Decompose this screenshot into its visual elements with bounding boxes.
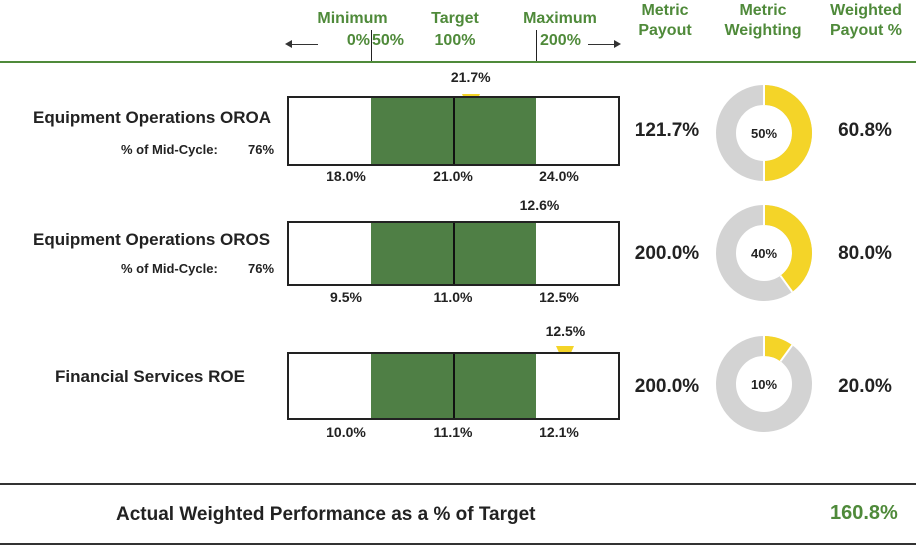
weighted-payout-value: 60.8% bbox=[838, 120, 892, 141]
scale-min-label: 9.5% bbox=[330, 289, 362, 305]
footer-top-divider bbox=[0, 483, 916, 485]
target-line bbox=[453, 98, 455, 164]
header-maximum: Maximum bbox=[523, 10, 597, 27]
footer-label: Actual Weighted Performance as a % of Ta… bbox=[116, 504, 536, 525]
header-weighted-payout-line1: Weighted bbox=[830, 2, 902, 19]
weighted-payout-value: 80.0% bbox=[838, 243, 892, 264]
scale-max-label: 24.0% bbox=[539, 168, 579, 184]
actual-value-label: 12.5% bbox=[545, 323, 586, 339]
actual-value-label: 12.6% bbox=[519, 197, 560, 213]
weighting-donut: 50% bbox=[716, 85, 812, 181]
target-line bbox=[453, 223, 455, 284]
header-fifty-pct: 50% bbox=[372, 32, 405, 49]
metric-payout-value: 200.0% bbox=[634, 376, 700, 397]
footer-bottom-divider bbox=[0, 543, 916, 545]
metric-name: Equipment Operations OROS bbox=[33, 230, 271, 249]
scale-max-label: 12.5% bbox=[539, 289, 579, 305]
donut-separator bbox=[779, 275, 794, 293]
header-metric-payout-line2: Payout bbox=[638, 22, 692, 39]
right-arrow-icon bbox=[614, 40, 621, 48]
donut-weighting-label: 50% bbox=[751, 126, 777, 141]
header-tick-fifty bbox=[371, 30, 372, 62]
footer-value: 160.8% bbox=[830, 502, 898, 524]
header-target: Target bbox=[431, 10, 479, 27]
actual-value-label: 21.7% bbox=[450, 69, 491, 85]
donut-separator bbox=[779, 344, 794, 362]
range-box bbox=[287, 352, 620, 420]
header-target-pct: 100% bbox=[434, 32, 476, 49]
target-line bbox=[453, 354, 455, 418]
midcycle-value: 76% bbox=[248, 261, 275, 276]
left-arrow-icon bbox=[285, 40, 292, 48]
scale-target-label: 21.0% bbox=[433, 168, 473, 184]
left-arrow-line bbox=[292, 44, 318, 45]
weighting-donut: 40% bbox=[716, 205, 812, 301]
header-metric-payout: Metric Payout bbox=[625, 1, 705, 41]
scale-max-label: 12.1% bbox=[539, 424, 579, 440]
header-weighted-payout: Weighted Payout % bbox=[820, 1, 912, 41]
right-arrow-line bbox=[588, 44, 614, 45]
midcycle-label: % of Mid-Cycle: bbox=[121, 142, 218, 157]
header-metric-payout-line1: Metric bbox=[641, 2, 689, 19]
metric-payout-value: 200.0% bbox=[634, 243, 700, 264]
header-weighted-payout-line2: Payout % bbox=[829, 22, 902, 39]
header-metric-weighting-line2: Weighting bbox=[724, 22, 802, 39]
header-divider bbox=[0, 61, 916, 63]
scale-min-label: 18.0% bbox=[326, 168, 366, 184]
header-min-pct: 0% bbox=[346, 32, 370, 49]
header-max-pct: 200% bbox=[540, 32, 581, 49]
midcycle-value: 76% bbox=[248, 142, 275, 157]
metric-name: Financial Services ROE bbox=[55, 367, 245, 386]
midcycle-label: % of Mid-Cycle: bbox=[121, 261, 218, 276]
donut-weighting-label: 10% bbox=[751, 377, 777, 392]
header-tick-max bbox=[536, 30, 537, 62]
scale-target-label: 11.1% bbox=[433, 424, 473, 440]
header-minimum: Minimum bbox=[317, 10, 388, 27]
weighted-payout-value: 20.0% bbox=[838, 376, 892, 397]
metric-payout-value: 121.7% bbox=[634, 120, 700, 141]
weighting-donut: 10% bbox=[716, 336, 812, 432]
header-metric-weighting-line1: Metric bbox=[739, 2, 787, 19]
metric-name: Equipment Operations OROA bbox=[33, 108, 272, 127]
donut-weighting-label: 40% bbox=[751, 246, 777, 261]
range-box bbox=[287, 221, 620, 286]
range-box bbox=[287, 96, 620, 166]
scale-target-label: 11.0% bbox=[433, 289, 473, 305]
scale-min-label: 10.0% bbox=[326, 424, 366, 440]
header-metric-weighting: Metric Weighting bbox=[718, 1, 808, 41]
